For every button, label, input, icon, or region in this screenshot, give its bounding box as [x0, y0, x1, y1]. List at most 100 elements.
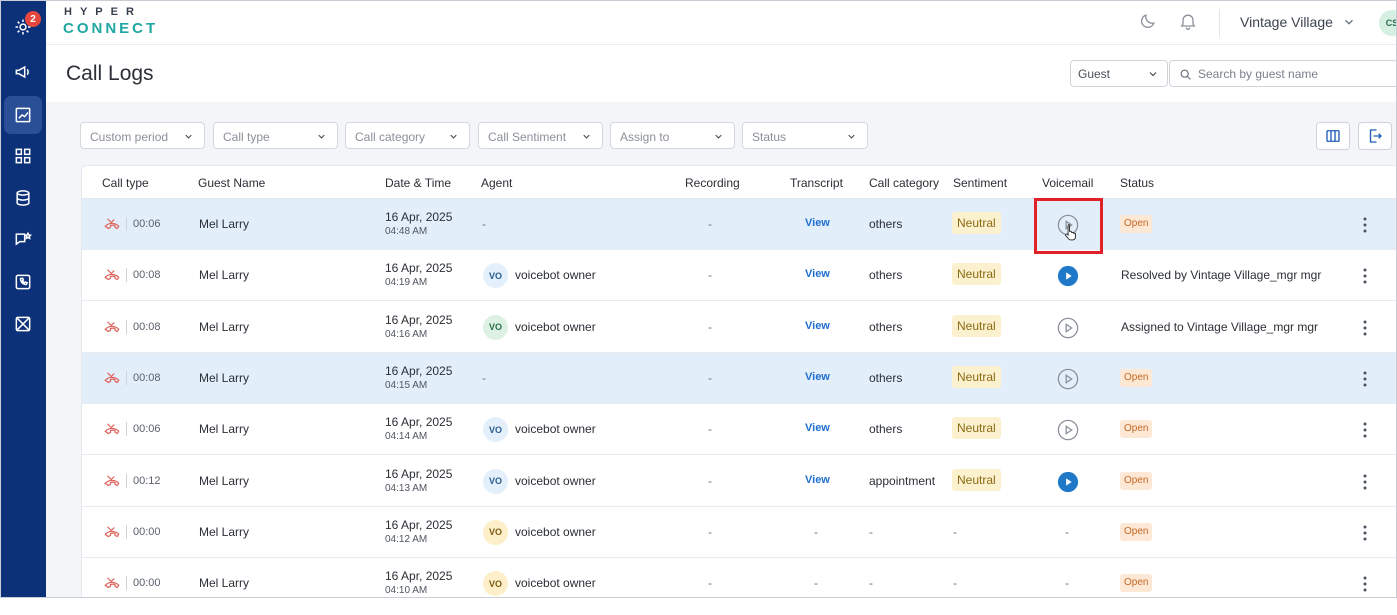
table-row[interactable]: 00:08 Mel Larry 16 Apr, 2025 04:19 AM VO voic… — [82, 250, 1396, 302]
table-row[interactable]: 00:12 Mel Larry 16 Apr, 2025 04:13 AM VO voic… — [82, 456, 1396, 507]
call-time: 04:48 AM — [385, 226, 428, 237]
column-header-recording[interactable]: Recording — [685, 176, 740, 190]
call-duration: 00:08 — [133, 371, 161, 384]
cell-separator — [126, 576, 127, 591]
recording-value: - — [708, 422, 712, 437]
filter-status[interactable]: Status — [742, 122, 868, 149]
dark-mode-icon[interactable] — [1138, 11, 1158, 31]
more-options-icon[interactable] — [1361, 267, 1369, 285]
missed-call-icon — [104, 269, 120, 281]
transcript-view-link[interactable]: View — [805, 422, 830, 435]
column-header-guest-name[interactable]: Guest Name — [198, 176, 266, 190]
transcript-view-link[interactable]: View — [805, 370, 830, 383]
transcript-view-link[interactable]: View — [805, 268, 830, 281]
agent-name: - — [482, 370, 486, 385]
filter-call-category[interactable]: Call category — [345, 122, 470, 149]
search-scope-select[interactable]: Guest — [1070, 60, 1168, 87]
column-header-date-time[interactable]: Date & Time — [385, 176, 452, 190]
call-log-table: Call type Guest Name Date & Time Agent R… — [81, 165, 1396, 597]
call-duration: 00:06 — [133, 218, 161, 230]
call-date: 16 Apr, 2025 — [385, 569, 453, 584]
agent-avatar: VO — [483, 468, 508, 494]
search-input[interactable] — [1198, 65, 1388, 83]
call-category: others — [869, 268, 903, 283]
call-duration: 00:00 — [133, 525, 161, 538]
transcript-value: - — [814, 576, 818, 591]
column-header-call-type[interactable]: Call type — [102, 176, 149, 190]
notifications-bell-icon[interactable] — [1178, 11, 1198, 31]
sidebar-item-reviews[interactable] — [4, 221, 42, 259]
missed-call-icon — [104, 423, 120, 435]
filter-assign-to-label: Assign to — [620, 130, 670, 144]
transcript-view-link[interactable]: View — [805, 473, 830, 486]
chevron-down-icon — [583, 134, 590, 139]
filter-period[interactable]: Custom period — [80, 122, 205, 149]
column-header-status[interactable]: Status — [1120, 176, 1155, 190]
table-row[interactable]: 00:06 Mel Larry 16 Apr, 2025 04:14 AM VO voic… — [82, 404, 1396, 456]
voicemail-play-button-icon[interactable] — [1057, 471, 1079, 493]
table-row[interactable]: 00:06 Mel Larry 16 Apr, 2025 04:48 AM - - View… — [82, 199, 1396, 250]
missed-call-icon — [104, 577, 120, 589]
sidebar-item-settings[interactable] — [4, 8, 42, 46]
sentiment-badge: Neutral — [952, 314, 1001, 337]
mail-box-icon — [15, 316, 31, 332]
export-button[interactable] — [1358, 122, 1392, 150]
sidebar-item-campaigns[interactable] — [4, 53, 42, 91]
chevron-down-icon[interactable] — [1342, 15, 1356, 29]
user-avatar[interactable]: CS — [1379, 10, 1396, 36]
transcript-view-link[interactable]: View — [805, 319, 830, 332]
columns-button[interactable] — [1316, 122, 1350, 150]
logo-bottom-text: CONNECT — [63, 20, 159, 37]
more-options-icon[interactable] — [1361, 421, 1369, 439]
more-options-icon[interactable] — [1361, 370, 1369, 388]
sidebar-item-dashboard[interactable] — [4, 137, 42, 175]
call-time: 04:15 AM — [385, 379, 428, 391]
phone-icon — [15, 274, 31, 290]
sidebar-item-inbox[interactable] — [4, 305, 42, 343]
guest-name: Mel Larry — [199, 524, 250, 539]
call-time: 04:12 AM — [385, 533, 428, 545]
more-options-icon[interactable] — [1361, 473, 1369, 491]
voicemail-play-button-icon[interactable] — [1057, 419, 1079, 441]
voicemail-play-button-icon[interactable] — [1057, 317, 1079, 339]
call-time: 04:19 AM — [385, 277, 428, 289]
table-row[interactable]: 00:00 Mel Larry 16 Apr, 2025 04:12 AM VO voic… — [82, 507, 1396, 558]
table-row[interactable]: 00:00 Mel Larry 16 Apr, 2025 04:10 AM VO voic… — [82, 558, 1396, 597]
transcript-view-link[interactable]: View — [805, 217, 830, 229]
sentiment-value: - — [953, 576, 957, 591]
call-category: - — [869, 524, 873, 539]
sidebar-item-data[interactable] — [4, 179, 42, 217]
filter-call-type[interactable]: Call type — [213, 122, 338, 149]
table-row[interactable]: 00:08 Mel Larry 16 Apr, 2025 04:16 AM VO voic… — [82, 302, 1396, 353]
recording-value: - — [708, 268, 712, 283]
column-header-transcript[interactable]: Transcript — [790, 176, 843, 190]
more-options-icon[interactable] — [1361, 216, 1369, 234]
call-category: others — [869, 422, 903, 437]
table-row[interactable]: 00:08 Mel Larry 16 Apr, 2025 04:15 AM - - View… — [82, 352, 1396, 404]
sidebar-item-calls[interactable] — [4, 263, 42, 301]
column-header-sentiment[interactable]: Sentiment — [953, 176, 1008, 190]
call-duration: 00:12 — [133, 474, 161, 487]
property-selector[interactable]: Vintage Village — [1240, 14, 1333, 30]
agent-avatar: VO — [483, 571, 508, 597]
cell-separator — [126, 268, 127, 283]
sidebar-item-reports[interactable] — [4, 96, 42, 134]
column-header-voicemail[interactable]: Voicemail — [1042, 176, 1094, 190]
header-divider — [1219, 9, 1220, 37]
cell-separator — [126, 319, 127, 334]
sentiment-badge: Neutral — [952, 417, 1001, 440]
cell-separator — [126, 422, 127, 437]
more-options-icon[interactable] — [1361, 319, 1369, 337]
voicemail-play-button-icon[interactable] — [1057, 265, 1079, 287]
sentiment-badge: Neutral — [952, 263, 1001, 286]
voicemail-play-button-icon[interactable] — [1057, 368, 1079, 390]
chevron-down-icon — [848, 134, 855, 139]
filter-sentiment[interactable]: Call Sentiment — [478, 122, 603, 149]
column-header-call-category[interactable]: Call category — [869, 176, 940, 190]
more-options-icon[interactable] — [1361, 575, 1369, 593]
column-header-agent[interactable]: Agent — [481, 176, 513, 190]
agent-name: - — [482, 217, 486, 231]
filter-assign-to[interactable]: Assign to — [610, 122, 735, 149]
sentiment-badge: Neutral — [952, 365, 1001, 388]
more-options-icon[interactable] — [1361, 524, 1369, 542]
